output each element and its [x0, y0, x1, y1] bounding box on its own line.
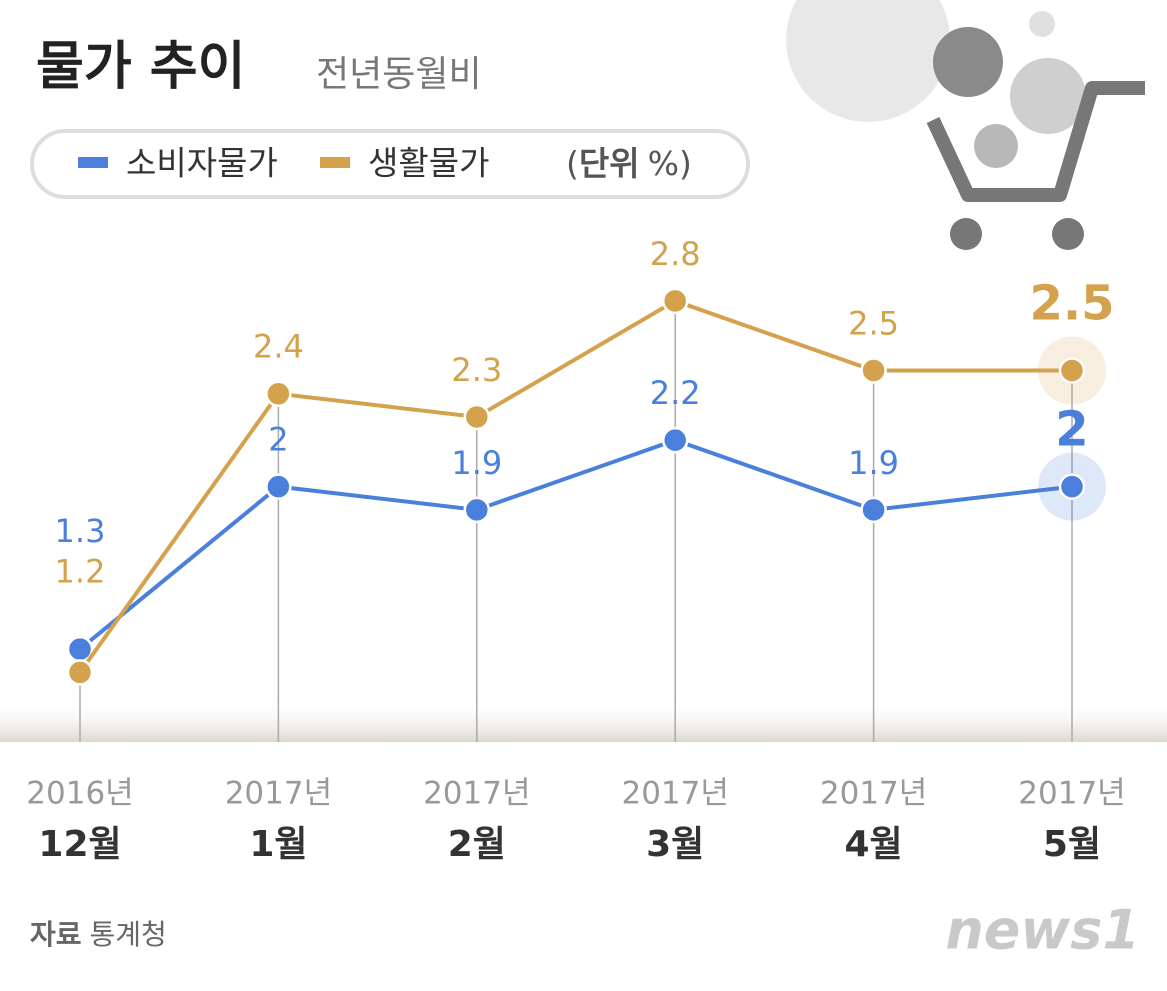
data-point	[860, 357, 887, 384]
data-label: 1.3	[55, 512, 106, 550]
data-label: 2	[1055, 402, 1088, 458]
x-tick-year: 2017년	[1018, 776, 1125, 812]
data-point	[265, 380, 292, 407]
data-point	[265, 473, 292, 500]
legend-swatch	[78, 157, 108, 168]
x-tick-month: 5월	[1043, 824, 1101, 865]
series-line	[78, 438, 1073, 651]
chart-title: 물가 추이	[36, 37, 245, 97]
x-tick-month: 12월	[38, 824, 121, 865]
x-tick-month: 2월	[448, 824, 506, 865]
legend-label: 생활물가	[368, 144, 489, 183]
data-label: 1.9	[451, 444, 502, 482]
x-tick-year: 2017년	[225, 776, 332, 812]
data-label: 2.4	[253, 328, 304, 366]
data-point	[1058, 357, 1086, 384]
source: 통계청	[90, 918, 167, 951]
x-tick-year: 2017년	[423, 776, 530, 812]
x-tick-month: 3월	[646, 824, 704, 865]
x-tick-year: 2017년	[820, 776, 927, 812]
data-label: 2.3	[451, 351, 502, 389]
data-label: 1.2	[55, 552, 106, 590]
data-label: 2.5	[1029, 276, 1114, 332]
data-label: 1.9	[848, 444, 899, 482]
source-note: 자료 통계청	[30, 918, 167, 951]
data-point	[661, 426, 689, 454]
plot: 2016년 12월 2017년 1월 2017년 2월 2017년 3월 2017년 4월 2017…	[26, 235, 1125, 865]
data-point	[463, 403, 491, 431]
legend: 소비자물가 생활물가	[78, 144, 489, 183]
source-label: 자료	[30, 918, 82, 951]
legend-box	[30, 129, 750, 199]
data-label: 2.5	[848, 305, 899, 343]
x-tick-year: 2016년	[26, 776, 133, 812]
baseline-shadow	[0, 700, 1167, 742]
series-line	[78, 298, 1072, 674]
x-tick-month: 1월	[249, 824, 307, 865]
data-point	[463, 496, 491, 524]
unit: %	[648, 144, 679, 183]
data-label: 2.8	[650, 235, 701, 273]
legend-swatch	[320, 157, 350, 168]
data-label: 2.2	[650, 374, 701, 412]
data-point	[661, 287, 689, 315]
cart-icon	[786, 0, 1145, 250]
data-label: 2	[268, 421, 288, 459]
data-point	[860, 496, 887, 524]
unit-note: (단위%)	[566, 144, 692, 183]
data-point	[1058, 473, 1086, 500]
x-tick-year: 2017년	[621, 776, 728, 812]
data-point	[66, 659, 94, 686]
legend-label: 소비자물가	[126, 144, 278, 183]
x-tick-month: 4월	[845, 824, 903, 865]
unit-label: 단위	[579, 144, 640, 183]
brand-logo: news1	[945, 899, 1140, 962]
chart-subtitle: 전년동월비	[316, 54, 482, 95]
